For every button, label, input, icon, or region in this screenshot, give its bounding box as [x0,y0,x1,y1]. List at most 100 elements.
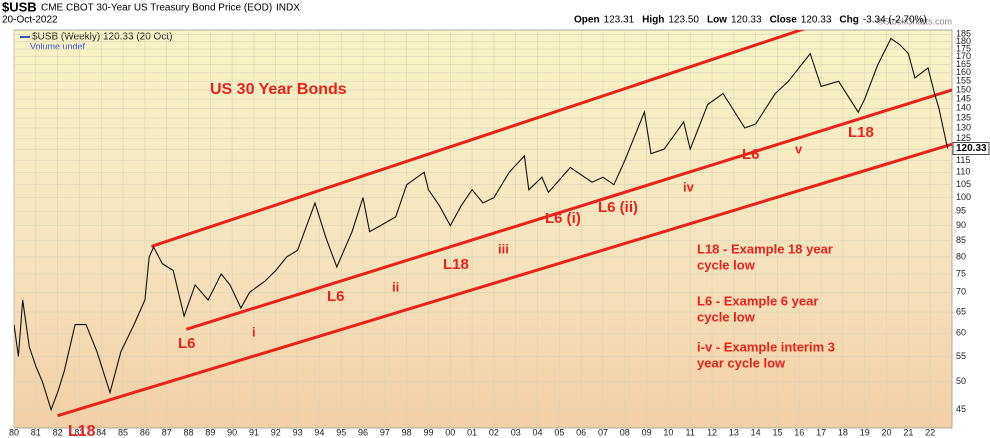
x-tick-label: 94 [314,427,324,437]
y-tick-label: 165 [956,59,971,69]
x-tick-label: 16 [794,427,804,437]
x-tick-label: 18 [838,427,848,437]
price-label-box [952,142,990,155]
x-tick-label: 92 [271,427,281,437]
annotation: US 30 Year Bonds [210,81,347,98]
annotation: cycle low [697,257,756,272]
y-tick-label: 185 [956,29,971,39]
x-tick-label: 01 [467,427,477,437]
channel-line [150,30,806,248]
annotation: v [795,141,803,156]
symbol: $USB [2,0,37,14]
annotation: L18 [68,423,96,438]
annotation: L6 (ii) [598,199,638,216]
x-tick-label: 82 [53,427,63,437]
y-tick-label: 80 [956,251,966,261]
x-tick-label: 11 [686,427,695,437]
annotation: iv [683,179,695,194]
stat-value: 120.33 [731,15,762,26]
copyright: ©StockCharts.com [877,16,952,26]
y-tick-label: 160 [956,67,971,77]
y-tick-label: 70 [956,287,966,297]
annotation: L6 - Example 6 year [697,293,818,308]
annotation: L18 [848,124,874,141]
x-tick-label: 09 [642,427,652,437]
x-tick-label: 08 [620,427,630,437]
plot-area [13,29,953,429]
description: CME CBOT 30-Year US Treasury Bond Price … [41,3,272,14]
x-tick-label: 04 [533,427,543,437]
annotation: year cycle low [697,355,786,370]
stat-label: Low [707,15,727,26]
x-tick-label: 97 [380,427,390,437]
x-tick-label: 89 [205,427,215,437]
stat-label: Close [770,15,798,26]
stat-value: 120.33 [801,15,832,26]
y-tick-label: 110 [956,167,970,177]
x-tick-label: 80 [9,427,19,437]
y-tick-label: 75 [956,268,966,278]
y-tick-label: 150 [956,84,971,94]
x-tick-label: 98 [402,427,412,437]
y-tick-label: 155 [956,76,971,86]
y-tick-label: 175 [956,43,971,53]
annotation: iii [498,241,509,256]
stat-value: 123.50 [668,15,699,26]
y-tick-label: 180 [956,36,971,46]
annotation: L18 [443,256,469,273]
y-tick-label: 115 [956,155,970,165]
y-tick-label: 50 [956,376,966,386]
x-tick-label: 20 [882,427,892,437]
y-tick-label: 100 [956,192,971,202]
x-tick-label: 12 [707,427,717,437]
x-tick-label: 22 [925,427,935,437]
x-tick-label: 21 [903,427,913,437]
annotation: i [252,324,256,339]
channel-line [185,88,952,331]
x-tick-label: 86 [140,427,150,437]
y-tick-label: 145 [956,93,971,103]
x-tick-label: 10 [663,427,673,437]
x-tick-label: 88 [184,427,194,437]
stat-value: -3.34 (-2.70%) [863,15,927,26]
y-tick-label: 90 [956,220,966,230]
annotation: cycle low [697,309,756,324]
annotation: i-v - Example interim 3 [697,339,835,354]
x-tick-label: 81 [31,427,41,437]
stat-label: Open [574,15,600,26]
x-tick-label: 87 [162,427,172,437]
stats: Open 123.31 High 123.50 Low 120.33 Close 120.33… [574,15,927,26]
x-tick-label: 06 [576,427,586,437]
x-tick-label: 93 [293,427,303,437]
x-tick-label: 05 [554,427,564,437]
annotation: L6 (i) [545,210,581,227]
plot [14,30,952,418]
channel-line [57,142,952,418]
y-tick-label: 95 [956,206,966,216]
stat-value: 123.31 [604,15,635,26]
x-tick-label: 85 [118,427,128,437]
annotation: L18 - Example 18 year [697,241,833,256]
x-tick-label: 00 [445,427,455,437]
x-tick-label: 99 [423,427,433,437]
x-tick-label: 17 [816,427,826,437]
x-tick-label: 15 [772,427,782,437]
y-tick-label: 140 [956,103,971,113]
y-tick-label: 105 [956,179,971,189]
y-tick-label: 65 [956,306,966,316]
exchange: INDX [276,3,300,14]
annotation: L6 [742,146,760,163]
x-tick-label: 96 [358,427,368,437]
annotation: ii [392,279,399,294]
y-tick-label: 55 [956,351,966,361]
x-tick-label: 13 [729,427,739,437]
annotation: L6 [178,335,196,352]
y-tick-label: 135 [956,112,971,122]
x-tick-label: 95 [336,427,346,437]
stat-label: Chg [839,15,858,26]
date: 20-Oct-2022 [2,15,58,26]
x-tick-label: 07 [598,427,608,437]
y-tick-label: 170 [956,51,971,61]
